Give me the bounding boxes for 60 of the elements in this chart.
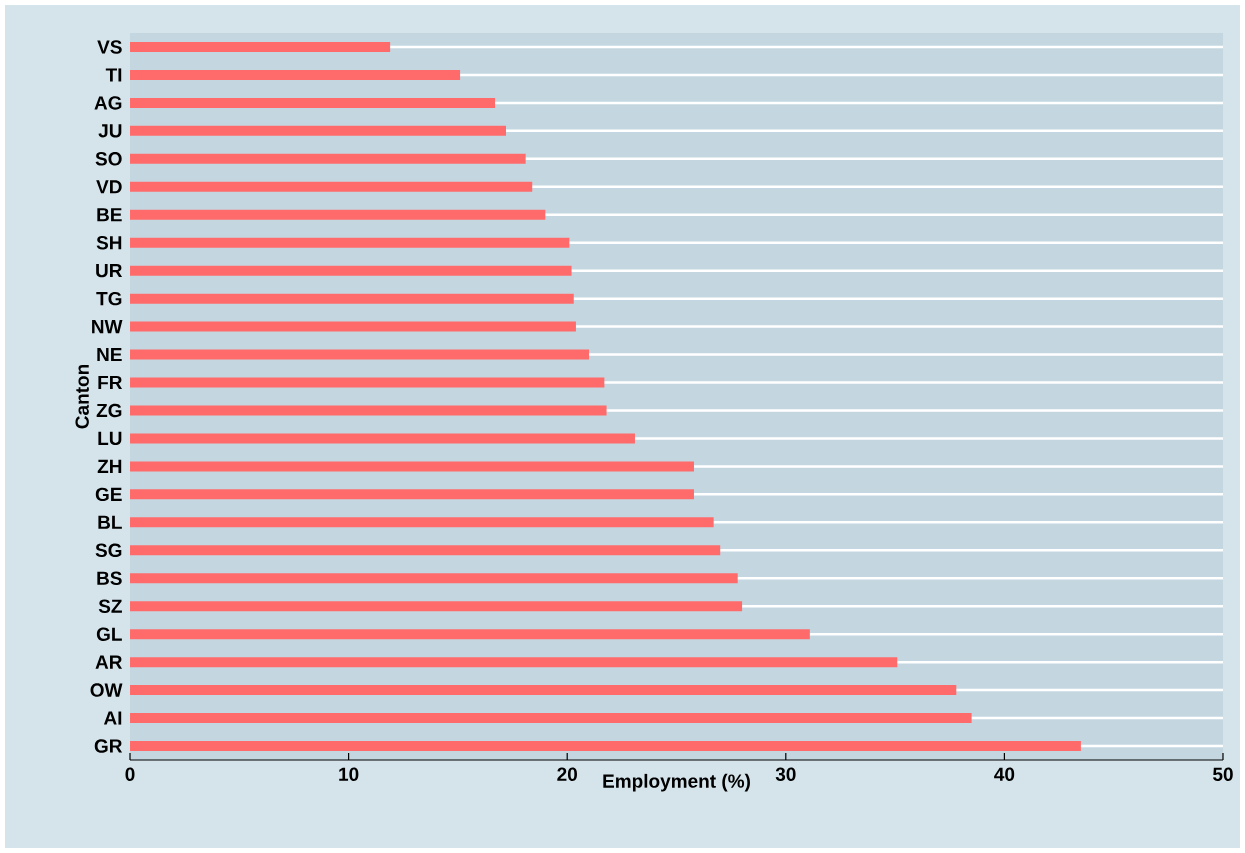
bar <box>130 125 506 136</box>
y-tick-label: SH <box>96 235 122 250</box>
y-tick-label: LU <box>98 431 122 446</box>
y-tick-label: ZG <box>96 403 122 418</box>
y-tick-label: SG <box>95 543 122 558</box>
bar <box>130 41 391 52</box>
y-tick-label: TI <box>105 68 122 82</box>
x-tick-label: 30 <box>775 767 796 782</box>
bar <box>130 405 607 416</box>
x-tick-label: 40 <box>994 767 1015 781</box>
bar <box>130 461 694 472</box>
bar <box>130 209 546 220</box>
y-tick-label: OW <box>90 683 123 697</box>
bar <box>130 181 533 192</box>
x-tick-label: 50 <box>1213 767 1233 781</box>
bar <box>130 97 496 108</box>
bar <box>130 265 572 276</box>
bar <box>130 433 635 444</box>
bar <box>130 69 461 80</box>
bar <box>130 517 714 528</box>
bar <box>130 685 957 696</box>
bar <box>130 545 721 556</box>
y-tick-label: GR <box>94 739 123 753</box>
y-axis-title: Canton <box>75 364 89 429</box>
bar <box>130 237 570 248</box>
bar <box>130 153 526 164</box>
bar <box>130 573 738 584</box>
x-tick-label: 20 <box>557 767 577 781</box>
y-tick-label: BE <box>97 208 122 222</box>
bar <box>130 741 1081 752</box>
x-tick-label: 0 <box>125 767 135 781</box>
x-axis-title: Employment (%) <box>603 773 750 792</box>
y-tick-label: BL <box>98 515 122 529</box>
bar <box>130 489 694 500</box>
bar <box>130 321 576 332</box>
y-tick-label: NE <box>97 348 122 362</box>
x-tick-label: 10 <box>339 767 359 781</box>
y-tick-label: VD <box>96 180 122 194</box>
y-tick-label: TG <box>96 291 122 306</box>
y-tick-label: JU <box>98 124 122 138</box>
bar <box>130 377 605 388</box>
y-tick-label: AR <box>95 655 123 669</box>
bar <box>130 657 898 668</box>
y-tick-label: ZH <box>97 459 122 473</box>
y-tick-label: GE <box>95 487 122 502</box>
y-tick-label: BS <box>97 571 122 585</box>
y-tick-label: UR <box>96 264 123 278</box>
y-tick-label: AI <box>103 711 122 725</box>
y-tick-label: NW <box>92 320 123 334</box>
bar <box>130 349 590 360</box>
y-tick-label: SZ <box>98 599 122 613</box>
y-tick-label: FR <box>98 375 123 390</box>
bar <box>130 629 810 640</box>
y-tick-label: AG <box>94 96 122 110</box>
y-tick-label: GL <box>96 627 122 641</box>
bar <box>130 293 574 304</box>
y-tick-label: SO <box>95 152 122 166</box>
bar <box>130 713 972 724</box>
y-tick-label: VS <box>97 40 122 54</box>
bar <box>130 601 743 612</box>
